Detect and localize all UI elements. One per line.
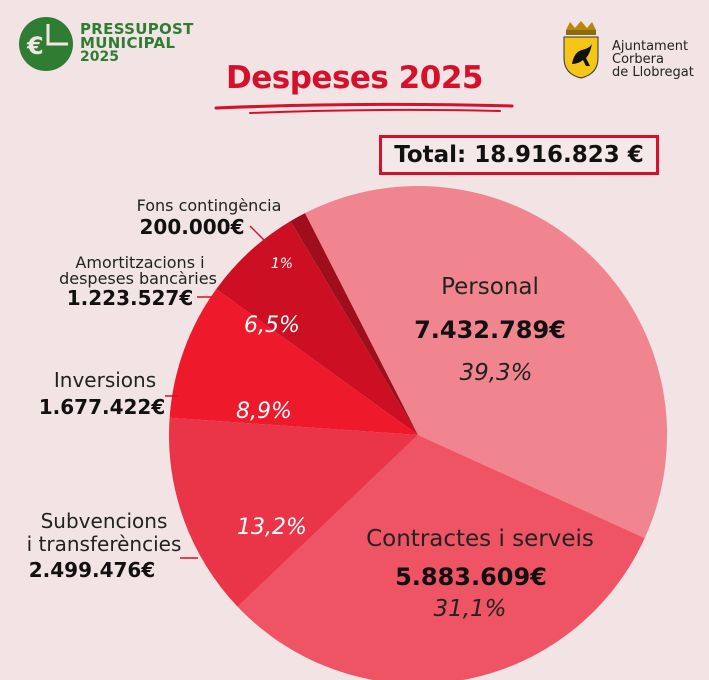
slice-value-contractes: 5.883.609€ [395, 563, 547, 591]
council-name-line-3: de Llobregat [612, 65, 694, 80]
slice-name-amortitzacions-line-1: Amortitzacions i [75, 253, 204, 272]
pie-slice-1 [237, 435, 645, 680]
slice-name-subvencions-line-2: i transferències [27, 532, 182, 556]
pie-slice-0 [305, 185, 668, 539]
slice-value-subvencions: 2.499.476€ [29, 558, 156, 582]
slice-percent-subvencions: 13,2% [237, 515, 307, 540]
slice-percent-contractes: 31,1% [433, 596, 506, 622]
slice-value-inversions: 1.677.422€ [39, 395, 166, 419]
council-name-line-1: Ajuntament [612, 39, 689, 54]
slice-percent-fons: 1% [271, 256, 293, 272]
slice-percent-personal: 39,3% [459, 360, 532, 386]
leader-line-fons [249, 225, 267, 243]
council-name-line-2: Corbera [612, 52, 664, 67]
total-box: Total: 18.916.823 € [379, 135, 659, 175]
slice-name-inversions: Inversions [54, 368, 156, 392]
brand-line-1: PRESSUPOST [80, 20, 194, 38]
slice-name-amortitzacions-line-2: despeses bancàries [59, 269, 217, 288]
slice-value-fons: 200.000€ [139, 215, 244, 239]
slice-percent-inversions: 8,9% [236, 399, 292, 424]
title-underline [214, 102, 514, 114]
chart-title: Despeses 2025 [226, 60, 483, 96]
slice-name-contractes: Contractes i serveis [366, 526, 594, 552]
slice-percent-amortitzacions: 6,5% [244, 313, 300, 338]
pie-slice-4 [216, 221, 418, 435]
slice-name-fons: Fons contingència [137, 196, 282, 215]
slice-value-amortitzacions: 1.223.527€ [67, 286, 194, 310]
svg-text:€: € [26, 32, 44, 60]
pie-slice-5 [290, 213, 418, 435]
slice-name-subvencions-line-1: Subvencions [41, 509, 168, 533]
euro-chart-logo-icon: € [19, 17, 73, 71]
brand-line-2: MUNICIPAL [80, 34, 176, 52]
brand-line-3: 2025 [80, 49, 119, 65]
pie-slice-2 [168, 417, 418, 607]
pie-slice-3 [169, 289, 418, 435]
council-crest-icon [563, 21, 599, 79]
slice-value-personal: 7.432.789€ [414, 316, 566, 344]
slice-name-personal: Personal [441, 274, 539, 300]
